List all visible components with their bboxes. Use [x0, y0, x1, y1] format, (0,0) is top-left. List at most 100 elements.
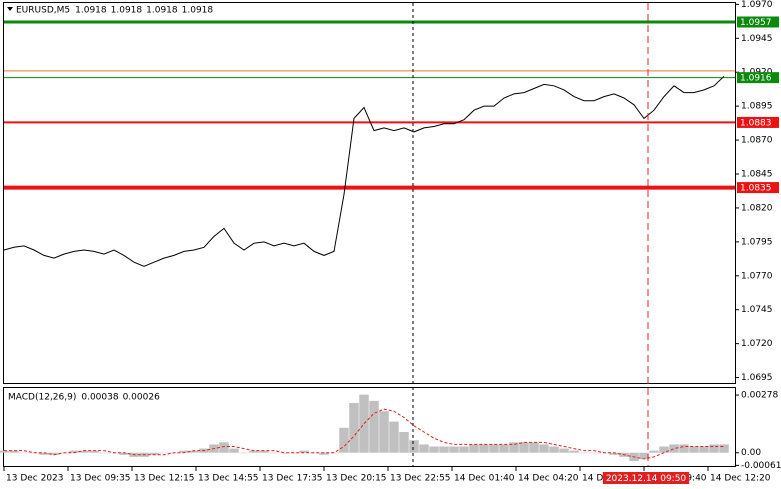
histogram-bar [499, 444, 509, 453]
header-value: 1.0918 [111, 6, 143, 16]
histogram-bar [709, 444, 719, 453]
x-tick-label: 14 Dec 12:20 [710, 474, 771, 484]
histogram-bar [409, 440, 419, 453]
histogram-bar [249, 450, 259, 453]
histogram-bar [219, 442, 229, 453]
histogram-bar [529, 442, 539, 453]
histogram-bar [19, 452, 29, 454]
histogram-bar [89, 450, 99, 453]
histogram-bar [479, 444, 489, 453]
indicator-title: MACD(12,26,9) [8, 393, 76, 403]
x-tick-label: 14 Dec 01:40 [454, 474, 515, 484]
level-label-box [737, 72, 779, 84]
histogram-bar [719, 444, 729, 453]
x-tick-label: 13 Dec 20:15 [326, 474, 387, 484]
y-tick-label: 1.0720 [741, 339, 773, 349]
histogram-bar [259, 450, 269, 453]
histogram-bar [669, 444, 679, 453]
y-tick-label: 1.0695 [741, 373, 773, 383]
x-tick-label: 14 Dec 04:20 [518, 474, 579, 484]
histogram-bar [679, 444, 689, 453]
histogram-bar [469, 444, 479, 453]
y-tick-label: -0.00061 [741, 461, 781, 471]
x-tick-label: 13 Dec 14:55 [198, 474, 259, 484]
y-tick-label: 1.0820 [741, 203, 773, 213]
histogram-bar [79, 450, 89, 453]
x-tick-label: 13 Dec 12:15 [134, 474, 195, 484]
y-tick-label: 1.0845 [741, 170, 773, 180]
y-tick-label: 1.0745 [741, 305, 773, 315]
y-tick-label: 0.00 [741, 448, 761, 458]
series-line [3, 75, 725, 267]
histogram-bar [429, 446, 439, 453]
level-label: 1.0916 [740, 74, 772, 84]
histogram-bar [349, 402, 359, 453]
histogram-bar [369, 400, 379, 453]
macd-panel [3, 387, 736, 467]
x-tick-label: 13 Dec 09:35 [70, 474, 131, 484]
series-line [4, 408, 724, 460]
price-panel [3, 2, 736, 384]
histogram-bar [659, 446, 669, 453]
histogram-bar [459, 446, 469, 453]
histogram-bar [359, 394, 369, 453]
histogram-bar [589, 452, 599, 454]
histogram-bar [419, 444, 429, 453]
histogram-bar [509, 442, 519, 453]
histogram-bar [549, 446, 559, 453]
y-tick-label: 1.0970 [741, 0, 773, 10]
histogram-bar [0, 450, 9, 453]
y-tick-label: 0.00278 [741, 391, 778, 401]
menu-arrow [7, 7, 13, 11]
histogram-bar [399, 431, 409, 453]
histogram-bar [699, 446, 709, 453]
y-tick-label: 1.0795 [741, 237, 773, 247]
histogram-bar [69, 450, 79, 453]
histogram-bar [119, 452, 129, 455]
histogram-bar [649, 450, 659, 453]
histogram-bar [39, 452, 49, 455]
level-label-box [737, 16, 779, 28]
header-value: 1.0918 [75, 6, 107, 16]
histogram-bar [9, 450, 19, 453]
level-label: 1.0883 [740, 118, 772, 128]
histogram-bar [539, 444, 549, 453]
histogram-bar [299, 450, 309, 453]
level-label-box [737, 182, 779, 194]
histogram-bar [269, 452, 279, 454]
level-label-box [737, 116, 779, 128]
time-label-box [602, 472, 690, 484]
time-label: 2023.12.14 09:50 [606, 474, 687, 484]
y-tick-label: 1.0945 [741, 34, 773, 44]
y-tick-label: 1.0895 [741, 102, 773, 112]
histogram-bar [639, 452, 649, 459]
y-tick-label: 1.0870 [741, 136, 773, 146]
x-tick-label: 13 Dec 2023 [6, 474, 64, 484]
indicator-title: EURUSD,M5 [16, 6, 70, 16]
x-tick-label: 13 Dec 17:35 [262, 474, 323, 484]
histogram-bar [449, 446, 459, 453]
header-value: 1.0918 [146, 6, 178, 16]
level-label: 1.0835 [740, 184, 772, 194]
histogram-bar [239, 452, 249, 454]
histogram-bar [389, 421, 399, 453]
histogram-bar [339, 427, 349, 453]
histogram-bar [319, 452, 329, 455]
y-tick-label: 1.0770 [741, 271, 773, 281]
x-tick-label: 13 Dec 22:55 [390, 474, 451, 484]
histogram-bar [559, 448, 569, 453]
histogram-bar [159, 452, 169, 454]
histogram-bar [99, 452, 109, 454]
histogram-bar [579, 452, 589, 454]
header-value: 0.00026 [123, 393, 160, 403]
histogram-bar [189, 450, 199, 453]
histogram-bar [489, 444, 499, 453]
histogram-bar [609, 452, 619, 455]
histogram-bar [569, 450, 579, 453]
level-label: 1.0957 [740, 18, 772, 28]
histogram-bar [439, 446, 449, 453]
histogram-bar [49, 452, 59, 455]
histogram-bar [689, 446, 699, 453]
